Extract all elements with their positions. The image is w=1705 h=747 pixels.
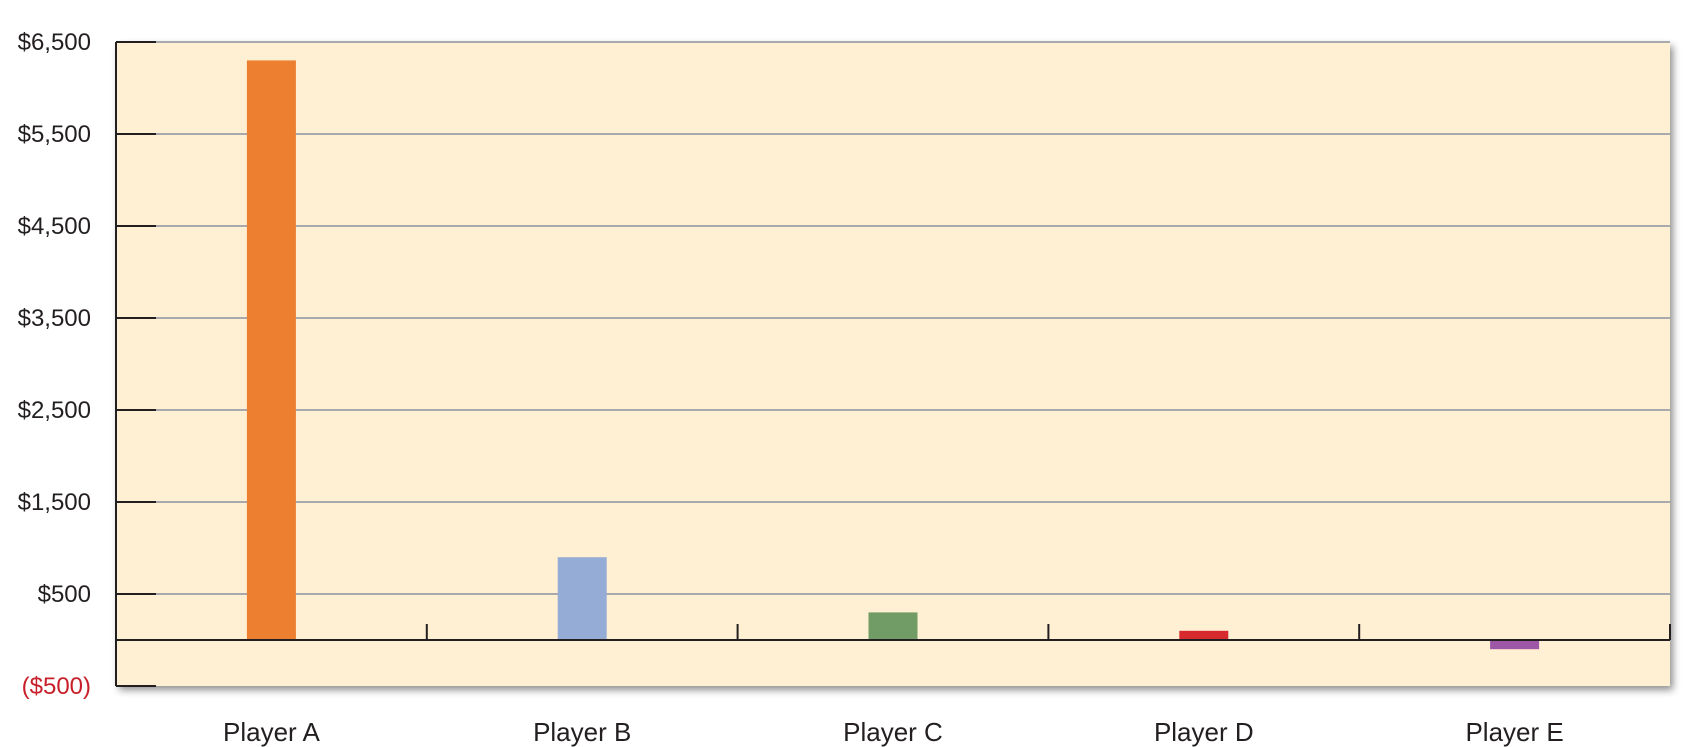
y-tick-label: $5,500 bbox=[18, 121, 91, 148]
bar-player-a[interactable] bbox=[246, 60, 296, 640]
x-category-label: Player E bbox=[1465, 717, 1563, 747]
bar-player-b[interactable] bbox=[557, 557, 607, 640]
y-tick-label: $4,500 bbox=[18, 213, 91, 240]
bar-player-d[interactable] bbox=[1179, 630, 1229, 640]
y-tick-label: $1,500 bbox=[18, 489, 91, 516]
bar-player-c[interactable] bbox=[868, 612, 918, 640]
x-category-label: Player D bbox=[1154, 717, 1254, 747]
y-tick-label: $3,500 bbox=[18, 305, 91, 332]
plot-area bbox=[116, 42, 1670, 686]
y-tick-label: $500 bbox=[38, 581, 91, 608]
y-tick-label: ($500) bbox=[22, 673, 91, 700]
bar-player-e[interactable] bbox=[1490, 640, 1540, 650]
x-category-label: Player A bbox=[223, 717, 320, 747]
x-category-label: Player B bbox=[533, 717, 631, 747]
y-tick-label: $2,500 bbox=[18, 397, 91, 424]
x-category-label: Player C bbox=[843, 717, 943, 747]
y-tick-label: $6,500 bbox=[18, 29, 91, 56]
